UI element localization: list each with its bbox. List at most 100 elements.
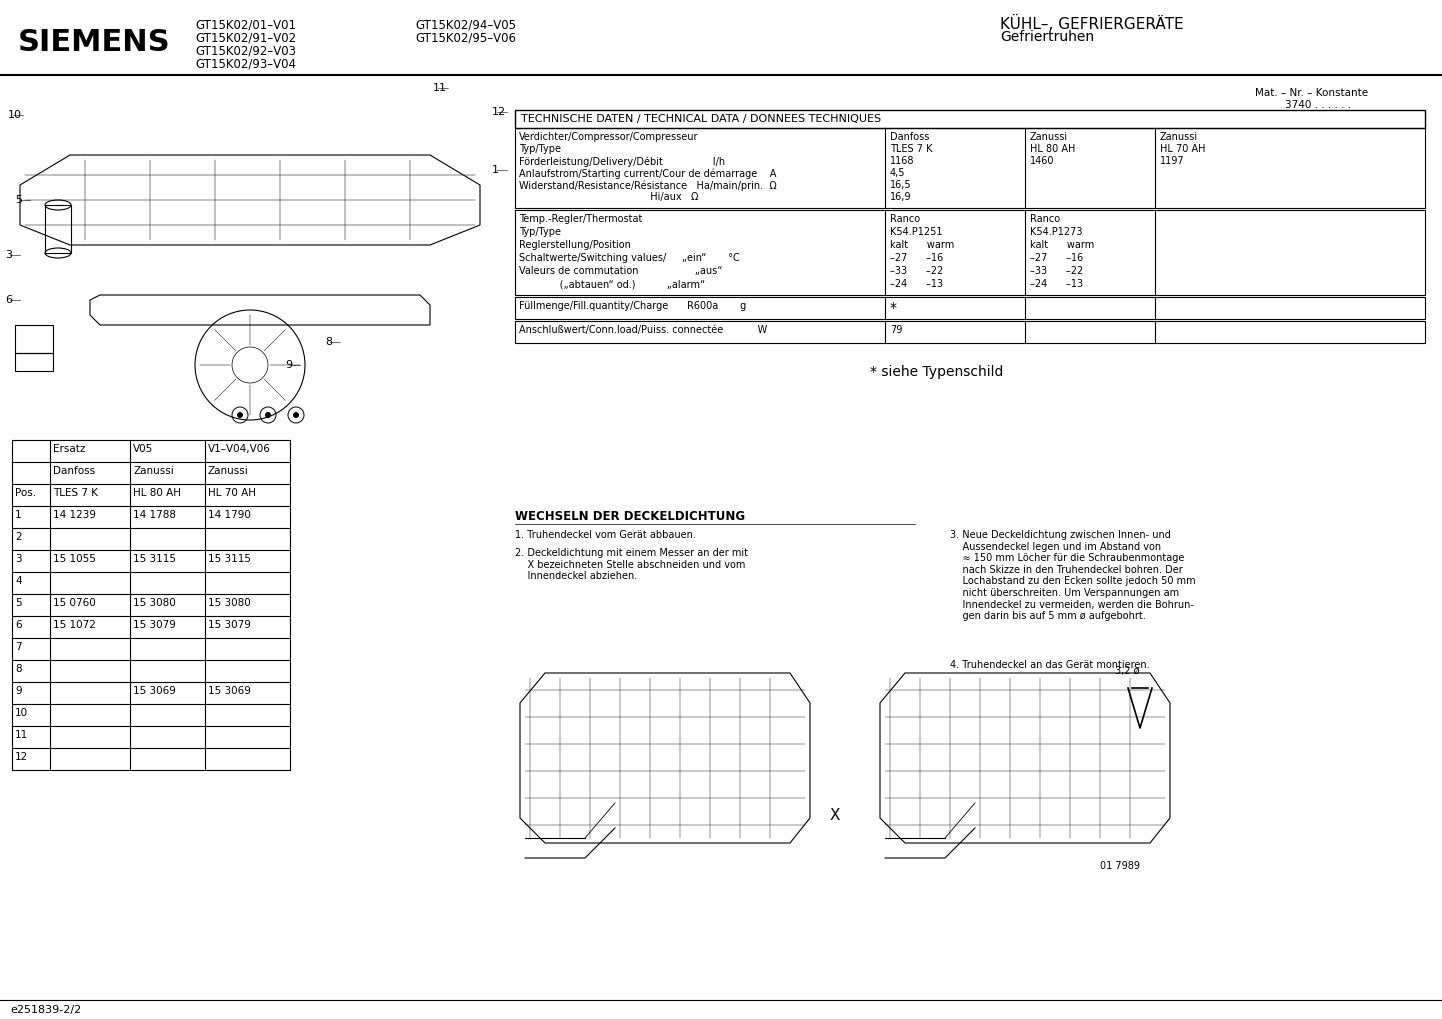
Text: Verdichter/Compressor/Compresseur: Verdichter/Compressor/Compresseur <box>519 132 698 142</box>
Text: Gefriertruhen: Gefriertruhen <box>999 30 1094 44</box>
Text: 9: 9 <box>286 360 293 370</box>
Bar <box>515 321 1425 343</box>
Text: 6: 6 <box>14 620 22 630</box>
Text: 15 3069: 15 3069 <box>133 686 176 696</box>
Text: 14 1788: 14 1788 <box>133 510 176 520</box>
Text: Zanussi: Zanussi <box>1159 132 1198 142</box>
Text: 15 1055: 15 1055 <box>53 554 95 564</box>
Text: HL 80 AH: HL 80 AH <box>1030 144 1076 154</box>
Text: Typ/Type: Typ/Type <box>519 227 561 237</box>
Text: –24      –13: –24 –13 <box>890 279 943 289</box>
Text: Hi/aux   Ω: Hi/aux Ω <box>519 192 698 202</box>
Text: 1460: 1460 <box>1030 156 1054 166</box>
Text: HL 70 AH: HL 70 AH <box>1159 144 1206 154</box>
Text: KÜHL–, GEFRIERGERÄTE: KÜHL–, GEFRIERGERÄTE <box>999 15 1184 32</box>
Text: 15 3115: 15 3115 <box>208 554 251 564</box>
Text: Ersatz: Ersatz <box>53 444 85 454</box>
Text: Mat. – Nr. – Konstante: Mat. – Nr. – Konstante <box>1255 88 1368 98</box>
Text: 2: 2 <box>14 532 22 542</box>
Text: * siehe Typenschild: * siehe Typenschild <box>870 365 1004 379</box>
Text: 14 1239: 14 1239 <box>53 510 97 520</box>
Text: 11: 11 <box>433 83 447 93</box>
Text: 8: 8 <box>14 664 22 674</box>
Text: 16,5: 16,5 <box>890 180 911 190</box>
Text: GT15K02/94–V05: GT15K02/94–V05 <box>415 18 516 31</box>
Text: 15 3079: 15 3079 <box>133 620 176 630</box>
Text: 4: 4 <box>14 576 22 586</box>
Text: TLES 7 K: TLES 7 K <box>53 488 98 498</box>
Text: 14 1790: 14 1790 <box>208 510 251 520</box>
Text: 4. Truhendeckel an das Gerät montieren.: 4. Truhendeckel an das Gerät montieren. <box>950 660 1149 671</box>
Text: Danfoss: Danfoss <box>53 466 95 476</box>
Text: –27      –16: –27 –16 <box>1030 253 1083 263</box>
Text: Typ/Type: Typ/Type <box>519 144 561 154</box>
Text: Ranco: Ranco <box>890 214 920 224</box>
Text: WECHSELN DER DECKELDICHTUNG: WECHSELN DER DECKELDICHTUNG <box>515 510 746 523</box>
Circle shape <box>293 412 298 418</box>
Text: 15 3080: 15 3080 <box>208 598 251 608</box>
Text: Anschlußwert/Conn.load/Puiss. connectée           W: Anschlußwert/Conn.load/Puiss. connectée … <box>519 325 767 335</box>
Text: 7: 7 <box>14 642 22 652</box>
Text: Pos.: Pos. <box>14 488 36 498</box>
Bar <box>45 205 71 253</box>
Bar <box>14 353 53 371</box>
Text: kalt      warm: kalt warm <box>1030 240 1094 250</box>
Text: GT15K02/92–V03: GT15K02/92–V03 <box>195 44 296 57</box>
Text: 9: 9 <box>14 686 22 696</box>
Text: GT15K02/91–V02: GT15K02/91–V02 <box>195 31 296 44</box>
Text: Danfoss: Danfoss <box>890 132 930 142</box>
Bar <box>515 128 1425 208</box>
Text: 5: 5 <box>14 598 22 608</box>
Text: 15 3115: 15 3115 <box>133 554 176 564</box>
Text: kalt      warm: kalt warm <box>890 240 955 250</box>
Text: 3740 . . . . . .: 3740 . . . . . . <box>1285 100 1351 110</box>
Bar <box>14 325 53 353</box>
Text: Zanussi: Zanussi <box>133 466 173 476</box>
Text: Zanussi: Zanussi <box>1030 132 1069 142</box>
Text: 15 3079: 15 3079 <box>208 620 251 630</box>
Circle shape <box>236 412 244 418</box>
Text: 15 3069: 15 3069 <box>208 686 251 696</box>
Text: GT15K02/95–V06: GT15K02/95–V06 <box>415 31 516 44</box>
Text: 15 0760: 15 0760 <box>53 598 95 608</box>
Text: SIEMENS: SIEMENS <box>17 28 170 57</box>
Text: 12: 12 <box>14 752 29 762</box>
Text: Widerstand/Resistance/Résistance   Ha/main/prin.  Ω: Widerstand/Resistance/Résistance Ha/main… <box>519 180 777 191</box>
Text: Schaltwerte/Switching values/     „ein“       °C: Schaltwerte/Switching values/ „ein“ °C <box>519 253 740 263</box>
Bar <box>515 110 1425 128</box>
Text: Anlaufstrom/Starting current/Cour de démarrage    A: Anlaufstrom/Starting current/Cour de dém… <box>519 168 776 178</box>
Text: 3: 3 <box>14 554 22 564</box>
Text: 79: 79 <box>890 325 903 335</box>
Text: 3: 3 <box>4 250 12 260</box>
Text: Temp.-Regler/Thermostat: Temp.-Regler/Thermostat <box>519 214 642 224</box>
Bar <box>515 297 1425 319</box>
Text: TLES 7 K: TLES 7 K <box>890 144 933 154</box>
Text: 3,2 ø: 3,2 ø <box>1115 666 1139 676</box>
Text: („abtauen“ od.)          „alarm“: („abtauen“ od.) „alarm“ <box>519 279 705 289</box>
Text: Reglerstellung/Position: Reglerstellung/Position <box>519 240 632 250</box>
Bar <box>515 210 1425 294</box>
Text: K54.P1251: K54.P1251 <box>890 227 943 237</box>
Text: Förderleistung/Delivery/Débit                l/h: Förderleistung/Delivery/Débit l/h <box>519 156 725 166</box>
Text: 6: 6 <box>4 294 12 305</box>
Text: 10: 10 <box>14 708 29 718</box>
Text: 2. Deckeldichtung mit einem Messer an der mit
    X bezeichneten Stelle abschnei: 2. Deckeldichtung mit einem Messer an de… <box>515 548 748 581</box>
Text: 1168: 1168 <box>890 156 914 166</box>
Text: 1197: 1197 <box>1159 156 1185 166</box>
Text: e251839-2/2: e251839-2/2 <box>10 1005 81 1015</box>
Text: 15 1072: 15 1072 <box>53 620 95 630</box>
Text: 3. Neue Deckeldichtung zwischen Innen- und
    Aussendeckel legen und im Abstand: 3. Neue Deckeldichtung zwischen Innen- u… <box>950 530 1195 622</box>
Text: 16,9: 16,9 <box>890 192 911 202</box>
Text: 11: 11 <box>14 730 29 740</box>
Text: GT15K02/01–V01: GT15K02/01–V01 <box>195 18 296 31</box>
Text: 12: 12 <box>492 107 506 117</box>
Text: V1–V04,V06: V1–V04,V06 <box>208 444 271 454</box>
Text: TECHNISCHE DATEN / TECHNICAL DATA / DONNEES TECHNIQUES: TECHNISCHE DATEN / TECHNICAL DATA / DONN… <box>521 114 881 124</box>
Text: 01 7989: 01 7989 <box>1100 861 1141 871</box>
Text: –33      –22: –33 –22 <box>890 266 943 276</box>
Text: –27      –16: –27 –16 <box>890 253 943 263</box>
Text: 5: 5 <box>14 195 22 205</box>
Text: K54.P1273: K54.P1273 <box>1030 227 1083 237</box>
Text: Zanussi: Zanussi <box>208 466 249 476</box>
Text: Ranco: Ranco <box>1030 214 1060 224</box>
